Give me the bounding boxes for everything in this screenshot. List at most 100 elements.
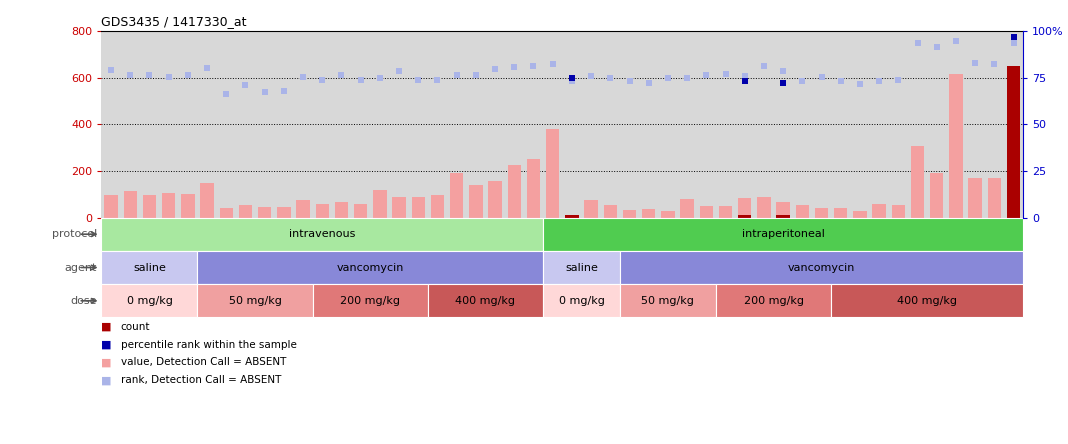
Text: vancomycin: vancomycin [788,262,855,273]
Point [333,71,350,79]
Bar [1007,66,1020,218]
Text: intraperitoneal: intraperitoneal [741,229,824,239]
Point [928,44,945,51]
Bar [313,284,428,317]
Bar [831,284,1023,317]
Bar [680,199,694,218]
Bar [834,208,847,218]
Text: value, Detection Call = ABSENT: value, Detection Call = ABSENT [121,357,286,368]
Point [774,80,791,87]
Bar [450,173,464,218]
Point [640,79,657,87]
Point [429,76,446,83]
Point [122,72,139,79]
Text: 0 mg/kg: 0 mg/kg [559,296,604,306]
Text: 50 mg/kg: 50 mg/kg [229,296,282,306]
Point [179,72,197,79]
Bar [334,202,348,218]
Text: 200 mg/kg: 200 mg/kg [341,296,400,306]
Point [545,61,562,68]
Bar [101,218,544,251]
Text: intravenous: intravenous [289,229,356,239]
Bar [544,284,619,317]
Bar [853,211,866,218]
Point [410,76,427,83]
Bar [354,203,367,218]
Point [1005,40,1022,47]
Bar [603,206,617,218]
Bar [105,195,117,218]
Bar [619,284,716,317]
Bar [101,284,198,317]
Text: agent: agent [64,262,97,273]
Bar [544,218,1023,251]
Bar [411,197,425,218]
Bar [619,251,1023,284]
Point [160,73,177,80]
Point [352,77,370,84]
Bar [488,182,502,218]
Point [563,74,580,81]
Bar [258,207,271,218]
Bar [239,205,252,218]
Point [909,40,926,47]
Point [678,75,695,82]
Point [103,66,120,73]
Text: 400 mg/kg: 400 mg/kg [455,296,516,306]
Point [1005,33,1022,40]
Bar [892,206,905,218]
Bar [296,200,310,218]
Text: vancomycin: vancomycin [336,262,404,273]
Bar [815,208,829,218]
Point [890,76,907,83]
Point [794,77,811,84]
Bar [101,251,198,284]
Bar [201,182,214,218]
Bar [507,165,521,218]
Bar [392,197,406,218]
Text: rank, Detection Call = ABSENT: rank, Detection Call = ABSENT [121,375,281,385]
Point [372,75,389,82]
Bar [430,195,444,218]
Point [468,71,485,79]
Point [256,88,273,95]
Bar [584,200,598,218]
Bar [143,195,156,218]
Point [582,72,599,79]
Bar [527,159,540,218]
Bar [949,74,962,218]
Bar [716,284,831,317]
Point [947,37,964,44]
Text: percentile rank within the sample: percentile rank within the sample [121,340,297,350]
Point [487,65,504,72]
Bar [544,251,619,284]
Bar [873,204,885,218]
Bar [124,191,137,218]
Bar [428,284,544,317]
Point [851,81,868,88]
Point [967,59,984,67]
Point [621,77,638,84]
Bar [315,203,329,218]
Text: 200 mg/kg: 200 mg/kg [743,296,803,306]
Bar [776,215,790,218]
Text: saline: saline [134,262,166,273]
Point [601,75,618,82]
Bar [988,178,1001,218]
Bar [796,206,810,218]
Point [199,65,216,72]
Point [659,75,676,82]
Bar [969,178,981,218]
Point [218,91,235,98]
Point [449,71,466,79]
Text: GDS3435 / 1417330_at: GDS3435 / 1417330_at [101,16,247,28]
Bar [546,129,560,218]
Bar [757,197,771,218]
Point [697,71,714,79]
Bar [220,208,233,218]
Bar [1007,66,1020,218]
Bar [162,193,175,218]
Bar [661,211,675,218]
Bar [198,284,313,317]
Point [832,77,849,84]
